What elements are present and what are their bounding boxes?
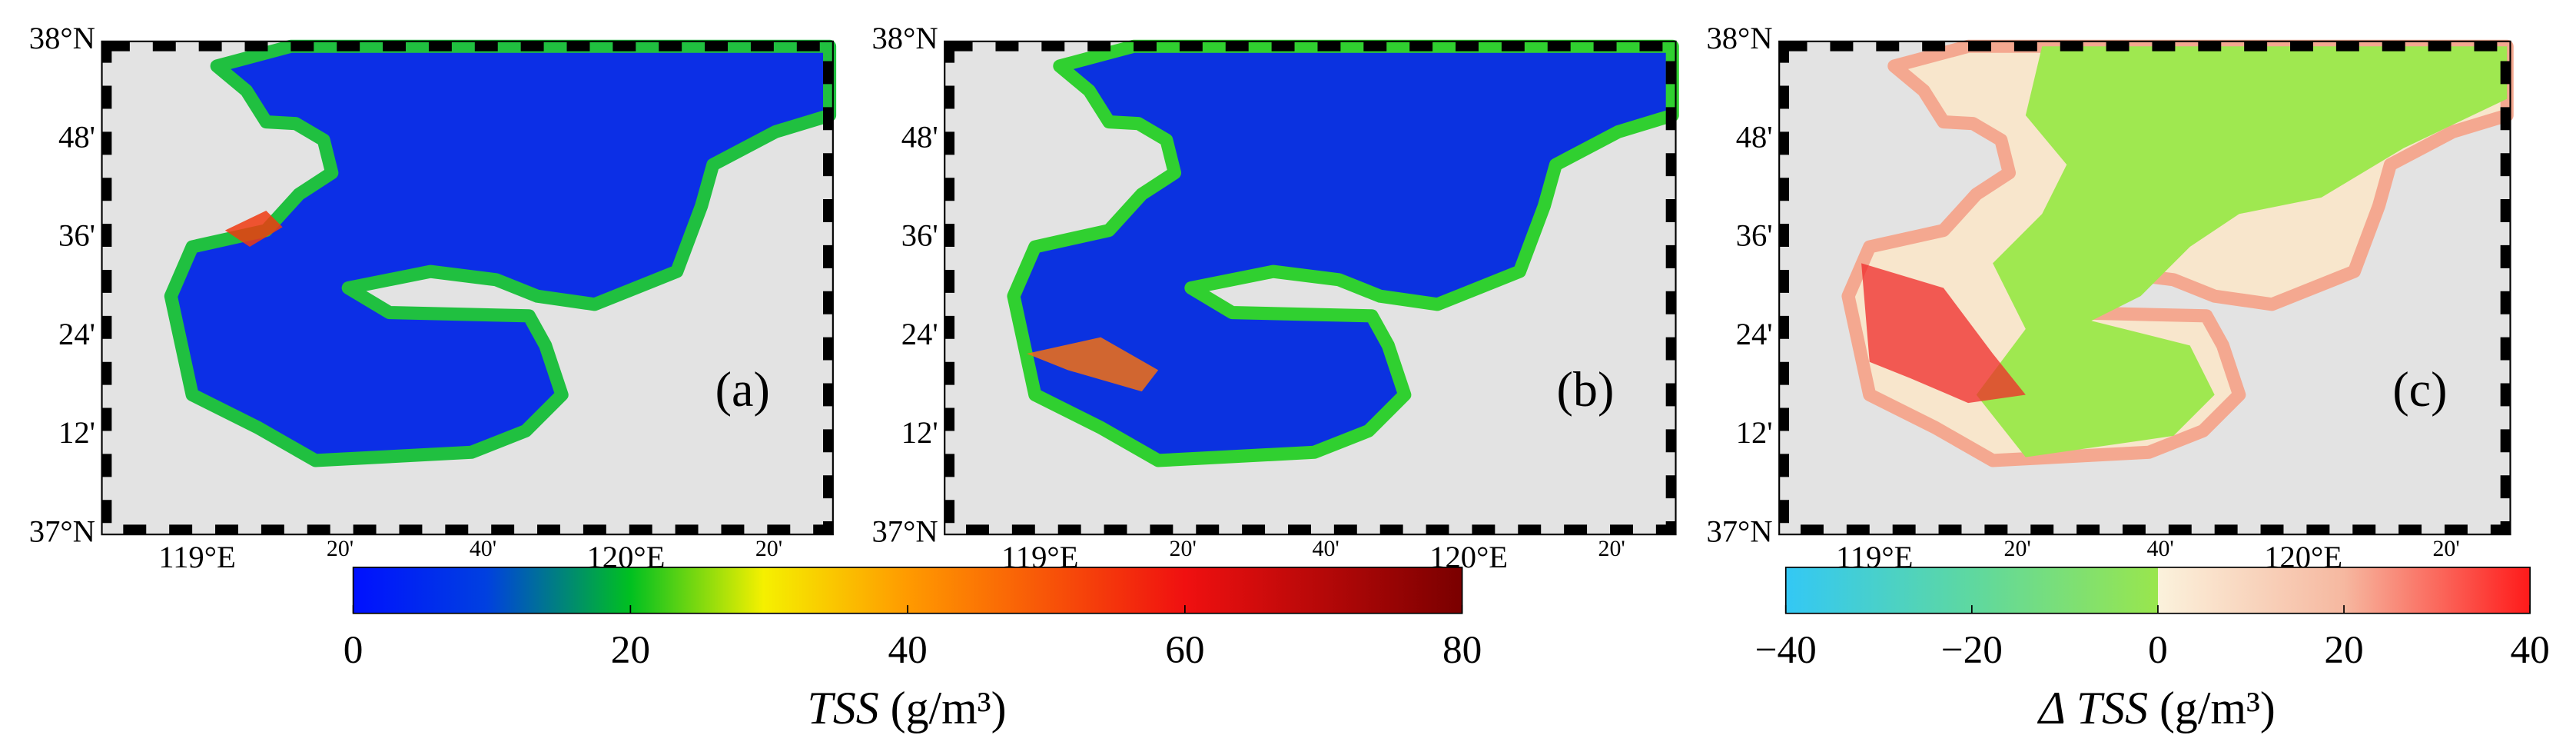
latitude-label: 38°N xyxy=(29,21,95,55)
longitude-label: 20' xyxy=(2004,536,2031,561)
colorbar-symbol: TSS xyxy=(808,683,879,733)
latitude-label: 38°N xyxy=(871,21,938,55)
longitude-label: 40' xyxy=(1313,536,1339,561)
latitude-label: 48' xyxy=(1736,119,1773,154)
latitude-label: 37°N xyxy=(1706,514,1772,548)
colorbar-tick-label: 60 xyxy=(1165,628,1204,672)
colorbar-tick-label: −40 xyxy=(1755,628,1817,672)
positive-region xyxy=(1976,46,2508,457)
hot-spot xyxy=(224,211,283,248)
colorbar-tick-label: 80 xyxy=(1442,628,1482,672)
longitude-label: 40' xyxy=(2146,536,2173,561)
colorbar-tick-label: 40 xyxy=(888,628,927,672)
frame-dashes xyxy=(1779,41,2511,535)
hot-spot xyxy=(1861,263,2026,404)
colorbar-tick-label: 20 xyxy=(2324,628,2363,672)
longitude-label: 20' xyxy=(327,536,354,561)
latitude-label: 24' xyxy=(1736,317,1773,351)
latitude-label: 24' xyxy=(901,317,938,351)
frame-dashes xyxy=(944,41,1676,535)
latitude-label: 37°N xyxy=(871,514,938,548)
colorbar-unit: (g/m³) xyxy=(2159,683,2276,733)
longitude-label: 20' xyxy=(1170,536,1197,561)
colorbar-tick-label: 40 xyxy=(2510,628,2549,672)
longitude-label: 20' xyxy=(2432,536,2459,561)
colorbar-symbol: Δ TSS xyxy=(2037,683,2148,733)
latitude-label: 36' xyxy=(58,218,95,253)
latitude-label: 38°N xyxy=(1706,21,1772,55)
hot-spot xyxy=(1027,337,1159,392)
panel-label: (b) xyxy=(1557,362,1615,417)
latitude-label: 37°N xyxy=(29,514,95,548)
panel-label: (c) xyxy=(2392,362,2447,417)
latitude-label: 24' xyxy=(58,317,95,351)
colorbar-tick-label: 20 xyxy=(611,628,650,672)
longitude-label: 20' xyxy=(755,536,782,561)
latitude-label: 12' xyxy=(901,415,938,450)
colorbar-tick-label: 0 xyxy=(2148,628,2168,672)
colorbar-title: TSS (g/m³) xyxy=(808,683,1007,733)
longitude-label: 119°E xyxy=(158,540,235,574)
latitude-label: 12' xyxy=(1736,415,1773,450)
colorbar-tick-label: −20 xyxy=(1941,628,2003,672)
panel-label: (a) xyxy=(715,362,770,417)
latitude-label: 36' xyxy=(901,218,938,253)
longitude-label: 40' xyxy=(470,536,496,561)
latitude-label: 48' xyxy=(901,119,938,154)
colorbar-unit: (g/m³) xyxy=(891,683,1007,733)
latitude-label: 12' xyxy=(58,415,95,450)
frame-dashes xyxy=(101,41,833,535)
latitude-label: 36' xyxy=(1736,218,1773,253)
colorbar-title: Δ TSS (g/m³) xyxy=(2037,683,2276,733)
longitude-label: 20' xyxy=(1598,536,1625,561)
latitude-label: 48' xyxy=(58,119,95,154)
colorbar-tick-label: 0 xyxy=(344,628,363,672)
